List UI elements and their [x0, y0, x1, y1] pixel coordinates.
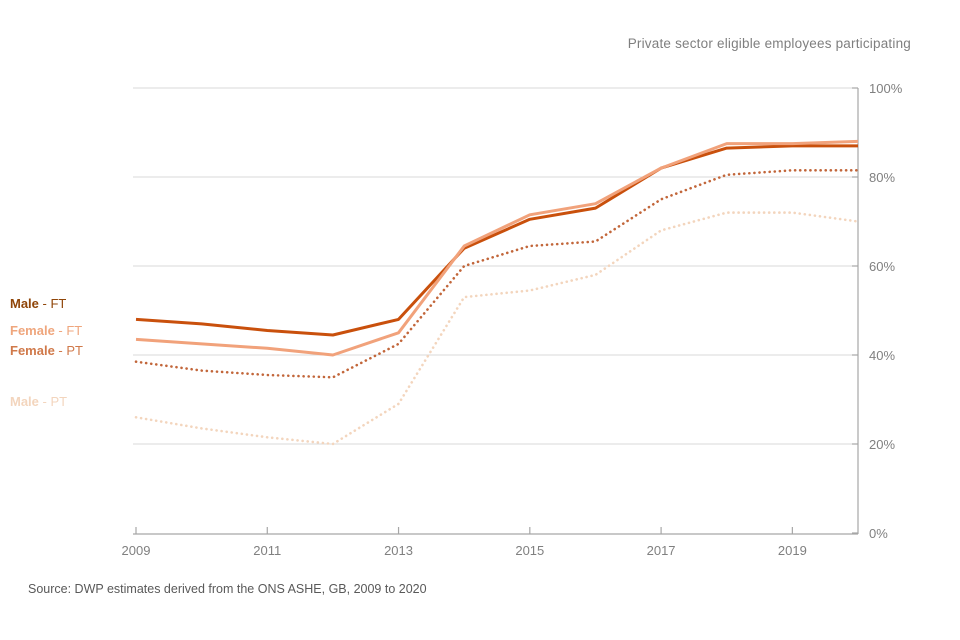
legend-item-female-ft: Female - FT [10, 323, 82, 338]
x-tick-label-2009: 2009 [121, 543, 151, 558]
legend-item-male-pt: Male - PT [10, 394, 67, 409]
legend-label-rest: - FT [54, 323, 83, 338]
series-line-female-ft [135, 139, 859, 357]
y-tick-label-60pct: 60% [869, 259, 896, 274]
series-line-male-pt [134, 211, 860, 446]
y-tick-label-40pct: 40% [869, 348, 896, 363]
legend-label-strong: Male [10, 394, 39, 409]
legend-label-strong: Female [10, 343, 55, 358]
y-tick-label-100pct: 100% [869, 81, 903, 96]
x-tick-label-2013: 2013 [384, 543, 413, 558]
y-tick-label-0pct: 0% [869, 526, 888, 541]
x-tick-label-2015: 2015 [515, 543, 545, 558]
x-tick-label-2011: 2011 [253, 543, 282, 558]
legend-item-female-pt: Female - PT [10, 343, 83, 358]
legend-label-strong: Female [10, 323, 55, 338]
legend-item-male-ft: Male - FT [10, 296, 66, 311]
legend-label-rest: - FT [38, 296, 67, 311]
legend-label-rest: - PT [54, 343, 83, 358]
chart-title: Private sector eligible employees partic… [627, 36, 911, 51]
y-tick-label-20pct: 20% [869, 437, 896, 452]
series-line-female-pt [134, 169, 860, 379]
source-note: Source: DWP estimates derived from the O… [28, 582, 427, 596]
x-tick-label-2017: 2017 [646, 543, 676, 558]
legend-label-rest: - PT [38, 394, 68, 409]
x-tick-label-2019: 2019 [777, 543, 807, 558]
legend-label-strong: Male [10, 296, 39, 311]
y-tick-label-80pct: 80% [869, 170, 896, 185]
series-line-male-ft [135, 144, 858, 337]
